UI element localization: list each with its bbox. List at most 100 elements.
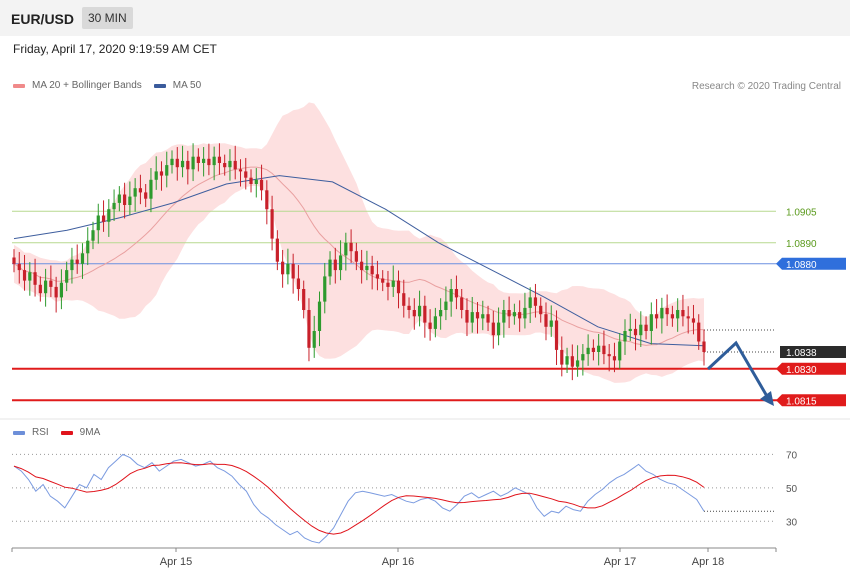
candle-body <box>249 177 253 184</box>
candle-body <box>618 341 622 361</box>
candle-body <box>512 312 516 317</box>
candle-body <box>149 179 153 199</box>
copyright-text: Research © 2020 Trading Central <box>691 81 841 92</box>
candle-body <box>660 307 664 319</box>
candle-body <box>17 263 21 271</box>
candle-body <box>270 209 274 239</box>
candle-body <box>597 345 601 352</box>
rsi-layer: 70 50 30 <box>0 418 850 544</box>
candle-body <box>328 259 332 277</box>
candle-body <box>407 305 411 310</box>
candle-body <box>623 331 627 342</box>
candle-body <box>317 301 322 331</box>
candle-body <box>360 261 364 271</box>
candle-body <box>123 194 127 205</box>
candle-body <box>470 312 474 323</box>
candle-body <box>212 156 216 166</box>
legend-item-9ma: 9MA <box>60 427 101 438</box>
timeframe-badge[interactable]: 30 MIN <box>82 7 133 29</box>
price-labels-layer: 1.0905 1.0890 1.0880 1.0838 1.0830 1.0815 <box>776 207 846 407</box>
candle-body <box>233 160 237 170</box>
candle-body <box>460 297 464 310</box>
level-lines-layer <box>12 210 778 402</box>
x-axis-layer: Apr 15 Apr 16 Apr 17 Apr 18 <box>11 547 777 568</box>
legend-label-rsi: RSI <box>32 427 49 438</box>
candle-body <box>686 316 690 319</box>
candle-body <box>465 310 469 323</box>
candle-body <box>217 156 222 163</box>
legend-label-ma50: MA 50 <box>172 80 202 91</box>
candle-body <box>12 257 16 264</box>
level-label: 1.0890 <box>786 239 817 250</box>
legend-label-ma20: MA 20 + Bollinger Bands <box>32 80 142 91</box>
price-tag-bg <box>780 346 846 358</box>
candle-body <box>80 253 85 264</box>
rsi-line <box>13 453 705 544</box>
candle-body <box>654 314 659 319</box>
candle-body <box>507 310 511 317</box>
rsi-tick-label: 30 <box>786 517 798 528</box>
forecast-layer <box>706 340 774 406</box>
ma20-line <box>13 166 705 346</box>
legend-label-9ma: 9MA <box>79 427 101 438</box>
candle-body <box>518 312 522 319</box>
candle-body <box>691 318 696 323</box>
candle-body <box>228 160 232 168</box>
candle-body <box>259 179 264 191</box>
candle-body <box>570 356 574 367</box>
candle-body <box>65 270 69 283</box>
candle-body <box>159 171 164 176</box>
candle-body <box>254 179 258 184</box>
candle-body <box>86 240 90 254</box>
candle-body <box>491 322 495 336</box>
price-tag: 1.0838 <box>780 346 846 359</box>
candle-body <box>70 259 74 271</box>
candle-body <box>649 314 653 331</box>
candle-body <box>286 263 290 275</box>
candle-body <box>38 284 42 294</box>
candle-body <box>54 286 58 298</box>
candle-body <box>639 324 643 336</box>
candle-body <box>417 305 422 317</box>
candle-body <box>302 289 306 310</box>
candle-body <box>560 349 564 365</box>
candle-body <box>449 289 453 302</box>
forecast-arrow-path <box>706 340 770 399</box>
price-tag-label: 1.0880 <box>786 260 817 271</box>
candle-body <box>496 322 501 336</box>
candle-body <box>697 322 701 342</box>
candle-body <box>402 293 406 306</box>
candle-body <box>591 347 595 352</box>
candle-body <box>423 305 427 323</box>
candle-body <box>602 345 606 355</box>
candle-body <box>381 278 385 283</box>
legend-item-ma50: MA 50 <box>153 80 202 91</box>
candle-body <box>412 310 416 317</box>
x-tick-label: Apr 15 <box>160 556 192 568</box>
candle-body <box>180 160 185 168</box>
moving-average-layer <box>13 166 705 347</box>
candle-body <box>49 280 53 287</box>
candle-body <box>633 328 638 336</box>
candle-body <box>101 215 106 222</box>
candle-body <box>370 265 374 275</box>
price-tag-bg <box>776 257 846 270</box>
candle-body <box>238 169 243 172</box>
legend-swatch-ma20 <box>13 83 25 88</box>
candle-body <box>296 278 301 289</box>
rsi-tick-label: 70 <box>786 450 798 461</box>
candle-body <box>275 238 279 262</box>
candle-body <box>112 202 116 210</box>
candle-body <box>454 289 459 298</box>
rsi-tick-label: 50 <box>786 484 798 495</box>
candle-body <box>628 328 632 331</box>
chart-datetime: Friday, April 17, 2020 9:19:59 AM CET <box>13 42 217 56</box>
candle-body <box>138 188 143 193</box>
candle-body <box>365 265 369 271</box>
legend-swatch-rsi <box>13 430 25 435</box>
candle-body <box>439 310 443 317</box>
x-tick-label: Apr 18 <box>692 556 724 568</box>
candle-body <box>565 356 569 365</box>
candle-body <box>539 305 543 315</box>
